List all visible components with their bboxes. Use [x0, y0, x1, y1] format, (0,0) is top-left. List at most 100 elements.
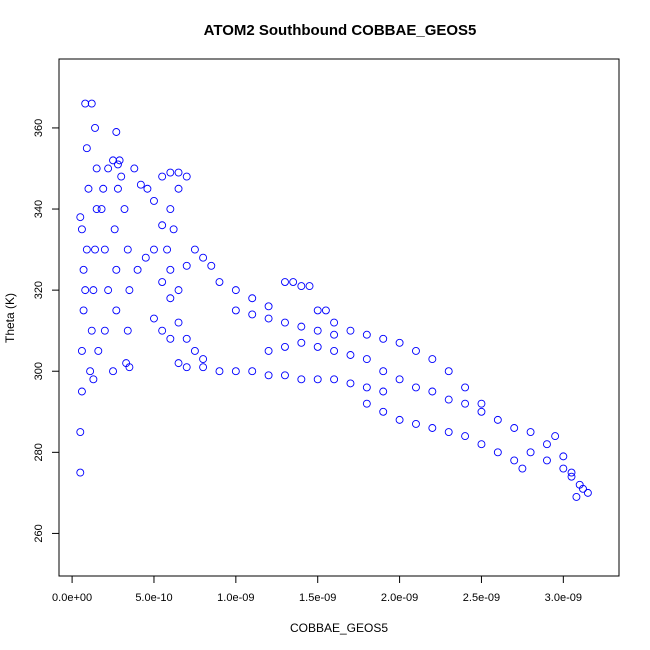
data-point [91, 245, 99, 254]
x-tick-label: 0.0e+00 [52, 592, 92, 604]
data-point [281, 342, 289, 351]
data-point [477, 407, 486, 416]
data-point [199, 253, 208, 262]
data-point [379, 387, 388, 396]
data-point [289, 278, 298, 286]
data-point [526, 428, 535, 437]
y-tick-label: 320 [33, 281, 45, 299]
data-point [81, 99, 90, 108]
data-point [143, 184, 152, 193]
data-point [99, 184, 108, 193]
data-point [583, 488, 592, 497]
data-point [477, 440, 486, 449]
data-point [141, 253, 150, 262]
data-point [199, 355, 208, 364]
data-point [158, 326, 167, 335]
plot-frame [58, 58, 620, 577]
data-point [125, 286, 134, 295]
data-point [412, 383, 420, 392]
data-point [163, 245, 172, 254]
data-point [412, 419, 420, 428]
data-point [428, 424, 437, 432]
data-point [305, 282, 314, 291]
data-point [92, 164, 101, 173]
data-point [330, 375, 339, 384]
data-point [518, 464, 527, 473]
data-point [248, 294, 257, 303]
data-point [117, 172, 126, 181]
data-point [100, 245, 109, 254]
data-point [112, 128, 121, 136]
data-point [190, 347, 199, 355]
data-point [182, 334, 191, 343]
data-point [412, 347, 420, 355]
data-point [77, 347, 86, 355]
data-point [264, 371, 273, 380]
data-point [174, 359, 183, 368]
data-point [231, 367, 240, 376]
data-point [346, 326, 355, 335]
data-point [248, 310, 257, 319]
data-point [174, 184, 183, 193]
data-point [379, 367, 388, 376]
data-point [112, 306, 121, 315]
data-point [174, 318, 183, 327]
data-point [559, 464, 568, 473]
data-point [248, 367, 257, 376]
data-point [379, 407, 388, 416]
data-point [330, 330, 339, 339]
data-point [81, 286, 90, 295]
data-point [100, 326, 109, 335]
data-point [231, 306, 240, 315]
x-axis-label: COBBAE_GEOS5 [290, 621, 388, 635]
data-point [510, 456, 519, 465]
data-point [86, 367, 95, 376]
data-point [112, 265, 121, 274]
data-point [79, 265, 88, 274]
data-point [543, 440, 551, 449]
data-point [559, 452, 568, 461]
data-point [526, 448, 535, 457]
data-point [82, 144, 91, 153]
data-point [207, 261, 216, 270]
data-point [150, 314, 158, 323]
x-tick-label: 2.0e-09 [381, 592, 418, 604]
data-point [158, 221, 167, 230]
data-point [461, 383, 470, 392]
data-point [182, 363, 191, 372]
data-point [158, 278, 167, 286]
data-point [120, 205, 129, 213]
data-point [166, 294, 175, 303]
data-point [91, 123, 99, 132]
data-point [264, 314, 273, 323]
data-point [395, 338, 404, 347]
data-point [321, 306, 330, 315]
data-point [346, 351, 355, 359]
data-point [567, 468, 576, 477]
data-point [493, 415, 502, 424]
data-point [572, 492, 581, 501]
data-point [493, 448, 502, 457]
y-axis: 260 280 300 320 340 360 [33, 119, 60, 543]
data-point [182, 261, 191, 270]
data-point [297, 375, 306, 384]
data-point [313, 342, 322, 351]
data-point [123, 326, 132, 335]
y-axis-label: Theta (K) [3, 293, 17, 343]
data-point [330, 347, 339, 355]
y-tick-label: 260 [33, 524, 45, 542]
data-point [313, 375, 322, 384]
data-point [444, 428, 453, 437]
data-point [395, 415, 404, 424]
data-point [76, 428, 85, 437]
data-point [113, 184, 122, 193]
data-point [346, 379, 355, 388]
data-point [136, 180, 145, 189]
data-point [428, 355, 437, 364]
y-tick-label: 280 [33, 443, 45, 461]
x-tick-label: 3.0e-09 [545, 592, 582, 604]
data-point [395, 375, 404, 384]
data-point [281, 318, 289, 327]
data-point [199, 363, 208, 372]
